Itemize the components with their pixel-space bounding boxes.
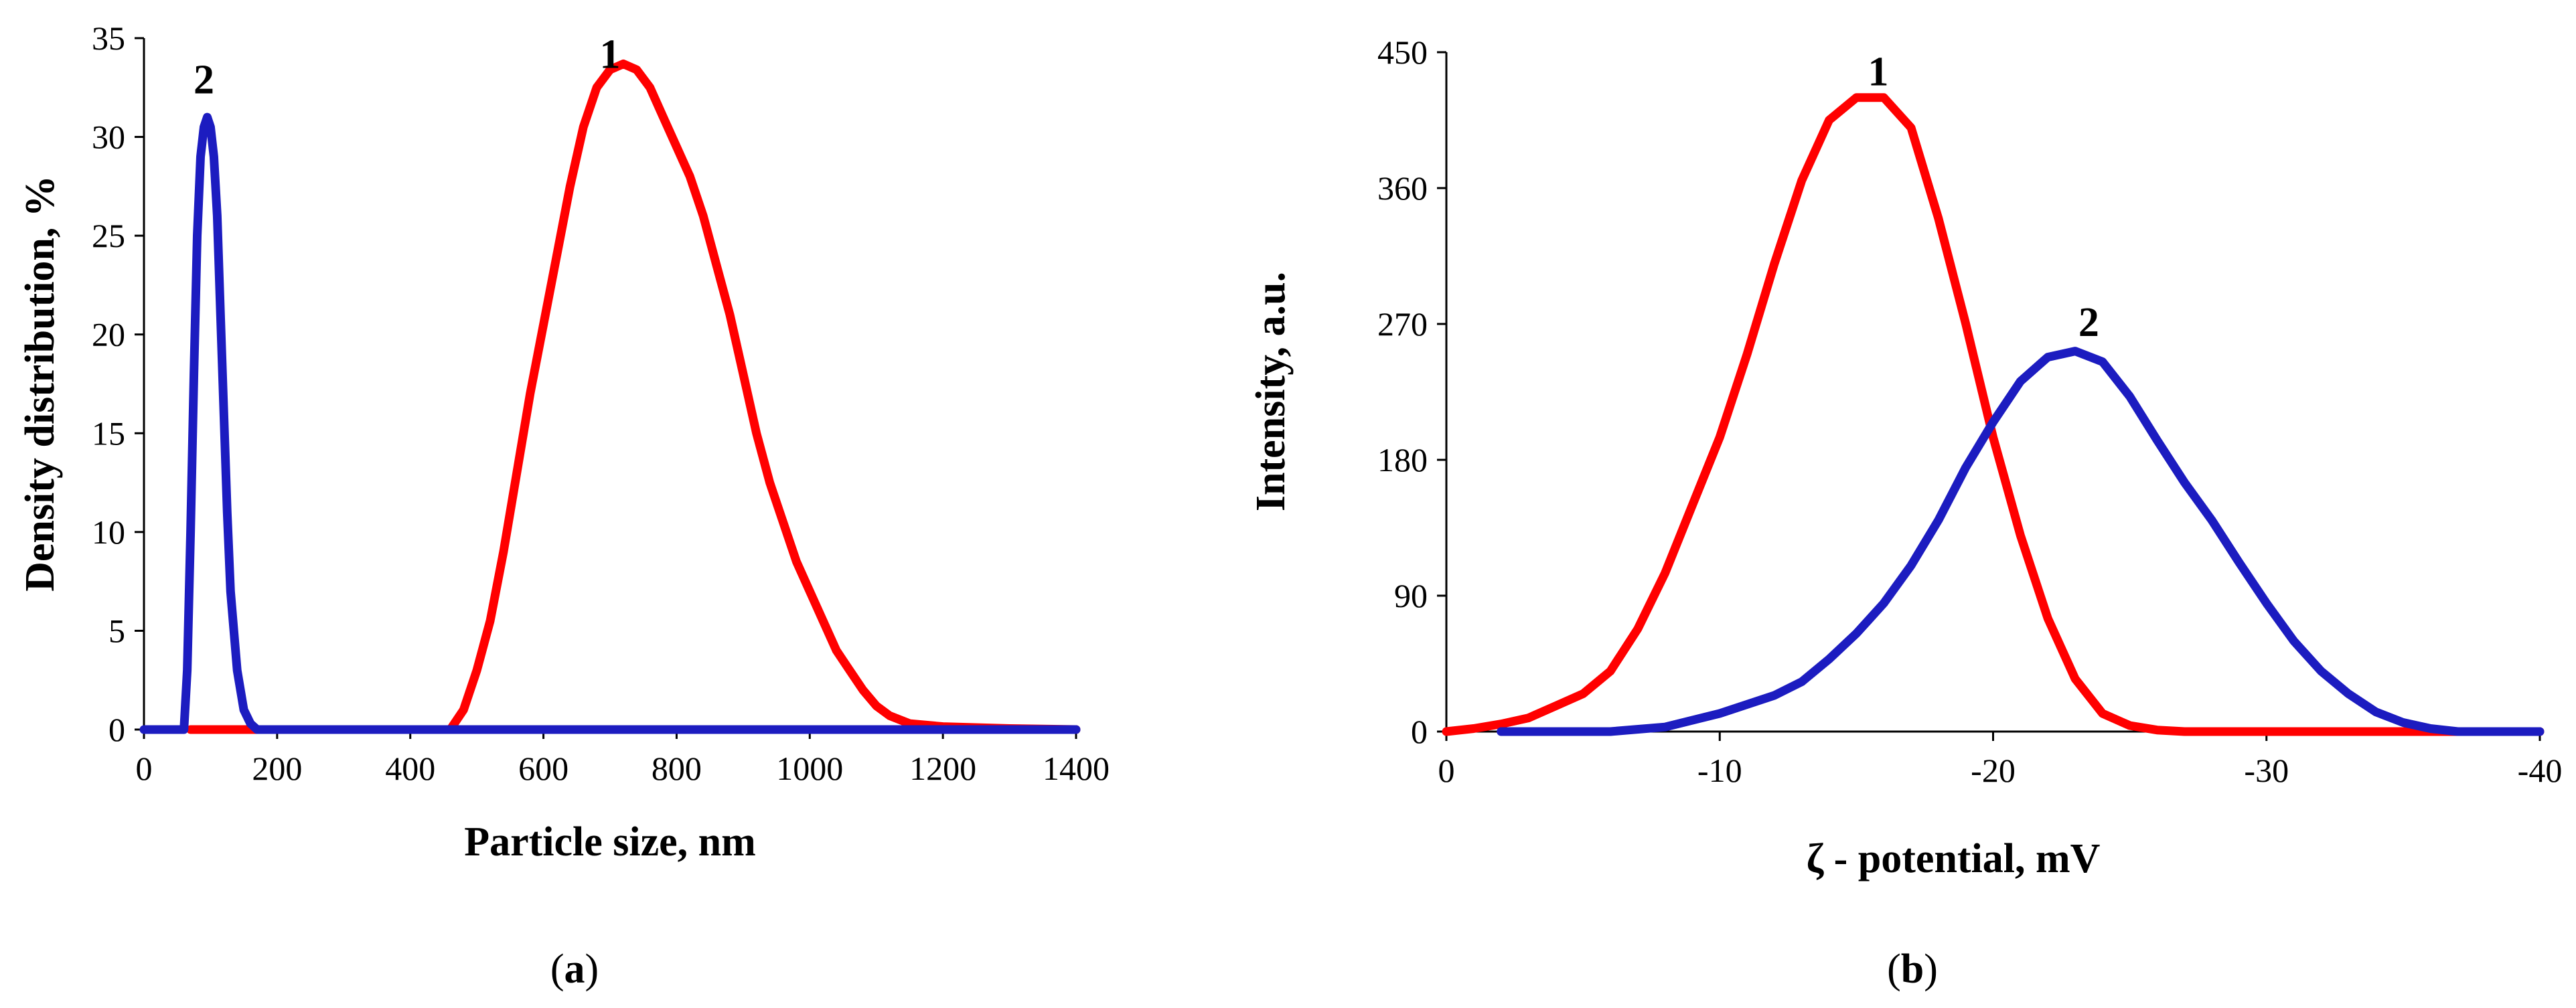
peak-label-1: 1 xyxy=(600,31,621,77)
caption-letter-b: b xyxy=(1901,946,1924,992)
y-axis-label-a: Density distribution, % xyxy=(17,175,63,592)
series-2-line xyxy=(139,112,1081,734)
peak-label-2: 2 xyxy=(194,58,214,103)
x-tick-label: 600 xyxy=(518,750,569,787)
x-axis-label-b: ζ - potential, mV xyxy=(1807,836,2101,881)
y-tick-label: 180 xyxy=(1377,441,1428,479)
y-tick-label: 20 xyxy=(92,316,125,353)
series-1-line xyxy=(186,59,1081,734)
x-tick-label: 0 xyxy=(1438,752,1455,789)
y-tick-label: 35 xyxy=(92,19,125,57)
x-tick-label: 400 xyxy=(385,750,435,787)
caption-b: (b) xyxy=(1887,946,1938,992)
y-ticks-b: 0 90 180 270 360 450 xyxy=(1377,33,1446,750)
x-ticks-b: 0 -10 -20 -30 -40 xyxy=(1438,732,2563,789)
x-tick-label: 0 xyxy=(136,750,153,787)
y-tick-label: 15 xyxy=(92,414,125,452)
x-tick-label: 1200 xyxy=(909,750,976,787)
y-tick-label: 10 xyxy=(92,513,125,551)
x-tick-label: -10 xyxy=(1697,752,1742,789)
peak-label-2: 2 xyxy=(2078,300,2099,345)
caption-close-a: ) xyxy=(585,946,599,992)
chart-panel-a: 0 200 400 600 800 1000 1200 1400 0 5 10 15 20 25 30 35… xyxy=(17,19,1110,992)
x-tick-label: 1400 xyxy=(1043,750,1110,787)
x-ticks-a: 0 200 400 600 800 1000 1200 1400 xyxy=(136,730,1110,787)
y-tick-label: 90 xyxy=(1394,577,1428,614)
y-axis-label-b: Intensity, a.u. xyxy=(1248,272,1294,511)
y-tick-label: 30 xyxy=(92,118,125,156)
caption-open-b: ( xyxy=(1887,946,1901,992)
x-tick-label: 800 xyxy=(652,750,702,787)
y-tick-label: 0 xyxy=(1411,713,1428,750)
x-tick-label: -30 xyxy=(2244,752,2289,789)
peak-label-1: 1 xyxy=(1868,50,1889,95)
caption-letter-a: a xyxy=(564,946,585,992)
caption-close-b: ) xyxy=(1924,946,1938,992)
x-tick-label: 200 xyxy=(252,750,302,787)
peak-labels-a: 12 xyxy=(194,31,621,102)
x-tick-label: -20 xyxy=(1971,752,2016,789)
y-tick-label: 360 xyxy=(1377,169,1428,207)
y-tick-label: 270 xyxy=(1377,305,1428,343)
caption-a: (a) xyxy=(550,946,599,992)
caption-open-a: ( xyxy=(550,946,564,992)
peak-labels-b: 12 xyxy=(1868,50,2099,345)
x-axis-label-a: Particle size, nm xyxy=(464,819,756,865)
series-layer-b xyxy=(1442,93,2545,736)
x-tick-label: -40 xyxy=(2518,752,2563,789)
y-ticks-a: 0 5 10 15 20 25 30 35 xyxy=(92,19,144,748)
y-tick-label: 450 xyxy=(1377,33,1428,71)
y-tick-label: 0 xyxy=(108,711,125,748)
y-tick-label: 25 xyxy=(92,217,125,254)
y-tick-label: 5 xyxy=(108,612,125,649)
series-1-line xyxy=(1442,93,2545,736)
series-2-line xyxy=(1497,347,2545,736)
series-layer-a xyxy=(139,59,1081,734)
x-tick-label: 1000 xyxy=(776,750,843,787)
